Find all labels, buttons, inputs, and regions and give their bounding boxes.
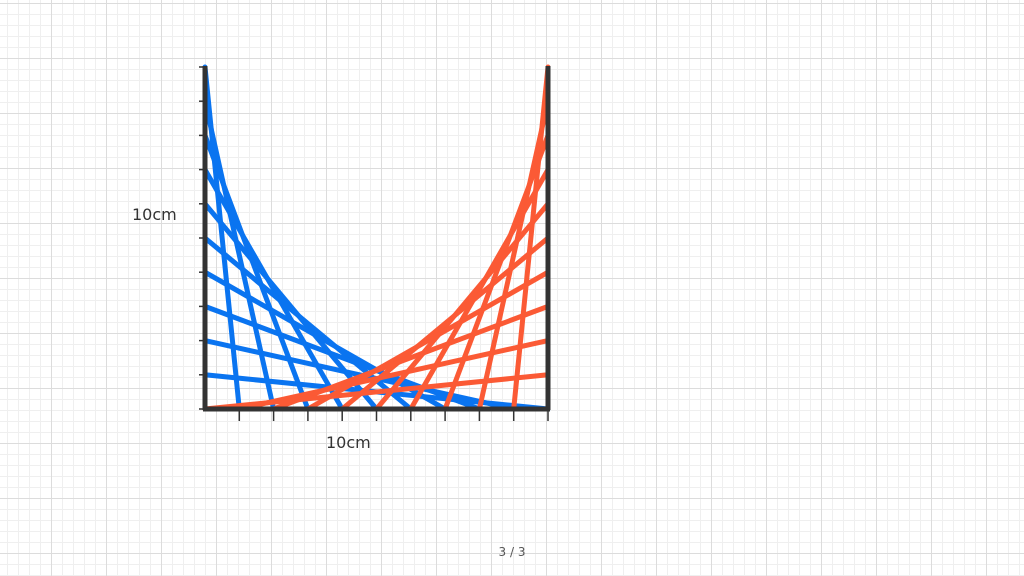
blue-string: [202, 132, 311, 412]
vertical-length-label: 10cm: [132, 205, 177, 224]
blue-string: [202, 98, 277, 412]
orange-string: [202, 372, 551, 412]
orange-string: [476, 98, 551, 412]
horizontal-length-label: 10cm: [326, 433, 371, 452]
page-indicator: 3 / 3: [498, 545, 526, 559]
orange-string: [442, 132, 551, 412]
orange-string: [236, 338, 551, 412]
